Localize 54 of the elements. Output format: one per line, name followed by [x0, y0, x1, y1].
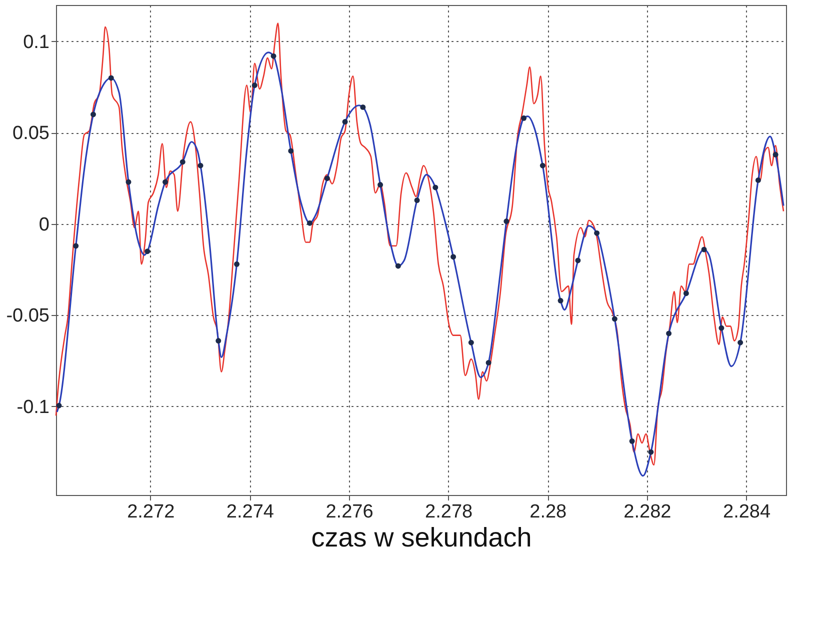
point: [755, 177, 761, 183]
point: [683, 290, 689, 296]
point: [307, 220, 312, 226]
point: [198, 162, 204, 168]
point: [540, 162, 546, 168]
point: [360, 104, 366, 110]
point: [504, 218, 510, 224]
point: [450, 254, 456, 260]
point: [73, 243, 79, 249]
point: [738, 340, 744, 346]
x-tick-label: 2.284: [723, 502, 771, 522]
y-tick-label: 0.1: [23, 32, 50, 53]
point: [108, 75, 114, 81]
y-tick-label: 0: [38, 214, 50, 236]
point: [324, 176, 330, 182]
x-tick-label: 2.276: [326, 502, 374, 522]
point: [432, 184, 438, 190]
point: [701, 246, 707, 252]
point: [126, 179, 132, 185]
x-tick-label: 2.278: [425, 502, 473, 522]
y-tick-label: -0.1: [16, 396, 50, 418]
point: [162, 179, 168, 185]
point: [56, 402, 62, 408]
x-tick-label: 2.274: [226, 502, 274, 522]
x-tick-label: 2.282: [624, 502, 672, 522]
x-tick-label: 2.272: [127, 502, 175, 522]
point: [629, 438, 635, 444]
x-tick-label: 2.28: [530, 502, 567, 522]
point: [180, 159, 186, 165]
point: [270, 53, 276, 59]
point: [90, 112, 96, 118]
point: [558, 298, 564, 304]
y-tick-label: -0.05: [6, 306, 50, 327]
point: [144, 248, 150, 254]
point: [666, 330, 672, 336]
point: [414, 198, 420, 204]
point: [288, 148, 294, 154]
point: [395, 263, 401, 269]
point: [521, 115, 527, 121]
x-axis-title: czas w sekundach: [311, 522, 532, 552]
point: [468, 340, 474, 346]
point: [594, 230, 600, 236]
point: [234, 261, 240, 267]
point: [612, 316, 618, 322]
point: [216, 338, 222, 344]
point: [378, 182, 384, 188]
point: [772, 152, 778, 158]
point: [648, 449, 654, 455]
y-tick-label: 0.05: [12, 123, 50, 144]
point: [342, 119, 348, 125]
point: [718, 325, 724, 331]
point: [575, 258, 581, 264]
point: [486, 360, 492, 366]
point: [252, 82, 258, 88]
